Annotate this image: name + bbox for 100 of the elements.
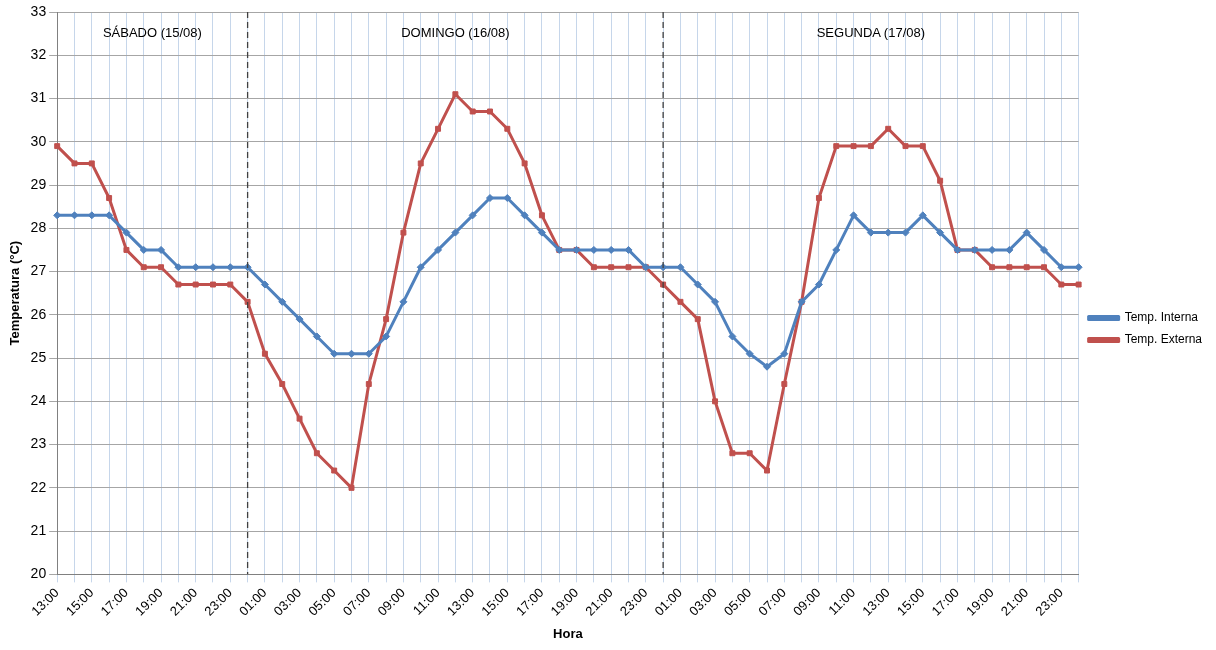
point <box>279 381 286 387</box>
point <box>210 281 216 288</box>
point <box>400 229 407 236</box>
y-tick-label: 22 <box>30 478 47 495</box>
point <box>815 195 822 201</box>
point <box>936 228 945 237</box>
y-tick-label: 32 <box>30 46 47 63</box>
point <box>122 228 131 237</box>
point <box>746 450 753 457</box>
point <box>625 264 632 271</box>
point <box>469 108 476 115</box>
point <box>175 281 182 288</box>
point <box>331 467 338 474</box>
point <box>867 143 874 150</box>
point <box>1058 281 1065 288</box>
legend-label: Temp. Interna <box>1124 310 1199 325</box>
point <box>486 194 494 203</box>
point <box>435 125 442 132</box>
point <box>712 398 719 405</box>
point <box>313 450 320 457</box>
point <box>590 264 597 271</box>
point <box>937 177 944 184</box>
point <box>919 143 926 150</box>
y-tick-label: 31 <box>30 89 47 106</box>
point <box>1005 245 1014 254</box>
point <box>521 160 528 167</box>
point <box>608 264 615 271</box>
point <box>1075 281 1082 288</box>
point <box>105 211 114 220</box>
legend-label: Temp. Externa <box>1124 332 1203 347</box>
point <box>365 381 372 387</box>
point <box>1023 264 1030 271</box>
y-axis-title: Temperatura (°C) <box>7 240 23 346</box>
annotation: DOMINGO (16/08) <box>401 25 510 41</box>
point <box>1041 264 1047 271</box>
y-tick-label: 29 <box>30 175 47 192</box>
point <box>780 349 789 358</box>
point <box>312 332 321 341</box>
y-tick-label: 33 <box>30 2 47 19</box>
point <box>348 484 355 491</box>
point <box>434 245 443 254</box>
point <box>677 298 684 305</box>
point <box>504 125 511 132</box>
point <box>383 316 390 323</box>
point <box>278 297 287 306</box>
point <box>140 264 147 271</box>
point <box>918 211 927 220</box>
point <box>261 350 268 357</box>
point <box>832 245 841 254</box>
point <box>70 211 79 220</box>
point <box>54 143 61 150</box>
point <box>88 160 95 167</box>
y-tick-label: 27 <box>30 262 47 279</box>
point <box>452 91 459 98</box>
point <box>295 315 304 324</box>
point <box>676 263 685 272</box>
point <box>1040 245 1049 254</box>
point <box>468 211 477 220</box>
point <box>417 160 424 167</box>
y-tick-label: 28 <box>30 219 47 236</box>
point <box>451 228 460 237</box>
point <box>192 281 199 288</box>
point <box>244 298 251 305</box>
point <box>416 263 425 272</box>
y-tick-label: 26 <box>30 305 47 322</box>
y-tick-label: 21 <box>30 521 47 538</box>
point <box>347 349 356 358</box>
y-tick-label: 20 <box>30 565 47 582</box>
y-tick-label: 23 <box>30 435 47 452</box>
point <box>123 246 130 253</box>
point <box>1022 228 1031 237</box>
y-tick-label: 24 <box>30 392 47 409</box>
point <box>849 211 858 220</box>
point <box>781 381 788 387</box>
point <box>260 280 269 289</box>
point <box>106 195 113 201</box>
point <box>624 245 633 254</box>
annotation: SEGUNDA (17/08) <box>816 25 926 41</box>
point <box>487 108 493 115</box>
point <box>989 264 996 271</box>
annotation: SÁBADO (15/08) <box>102 25 202 41</box>
y-tick-label: 25 <box>30 348 47 365</box>
point <box>296 415 303 422</box>
point <box>763 362 771 371</box>
point <box>1006 264 1013 271</box>
point <box>833 143 840 150</box>
point <box>71 160 78 167</box>
point <box>520 211 529 220</box>
point <box>227 281 234 288</box>
point <box>693 280 702 289</box>
point <box>728 332 737 341</box>
point <box>158 264 165 271</box>
point <box>729 450 736 457</box>
point <box>503 194 512 203</box>
y-tick-label: 30 <box>30 132 47 149</box>
point <box>902 143 909 150</box>
point <box>537 228 546 237</box>
point <box>139 245 148 254</box>
point <box>764 467 770 474</box>
point <box>711 297 720 306</box>
